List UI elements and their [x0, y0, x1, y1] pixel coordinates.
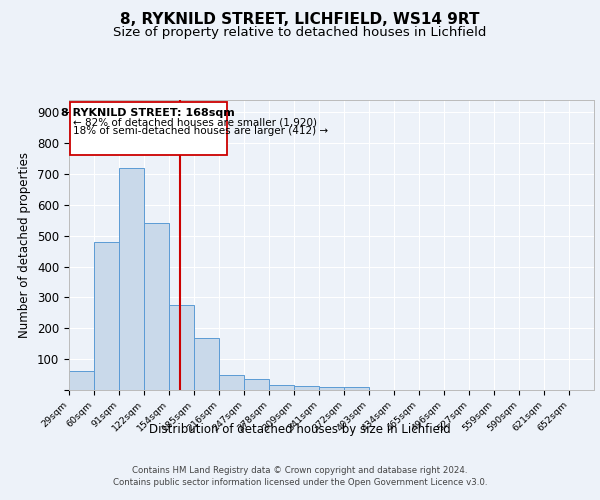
- Text: Contains HM Land Registry data © Crown copyright and database right 2024.: Contains HM Land Registry data © Crown c…: [132, 466, 468, 475]
- Bar: [344, 387, 369, 390]
- Bar: [244, 379, 269, 390]
- Y-axis label: Number of detached properties: Number of detached properties: [19, 152, 31, 338]
- Bar: [269, 385, 294, 390]
- Text: 8, RYKNILD STREET, LICHFIELD, WS14 9RT: 8, RYKNILD STREET, LICHFIELD, WS14 9RT: [120, 12, 480, 28]
- Text: Size of property relative to detached houses in Lichfield: Size of property relative to detached ho…: [113, 26, 487, 39]
- Bar: [194, 338, 219, 390]
- Bar: [144, 224, 169, 390]
- Bar: [94, 242, 119, 390]
- Bar: [319, 387, 344, 390]
- Text: 8 RYKNILD STREET: 168sqm: 8 RYKNILD STREET: 168sqm: [61, 108, 235, 118]
- Text: ← 82% of detached houses are smaller (1,920): ← 82% of detached houses are smaller (1,…: [73, 118, 317, 128]
- Text: 18% of semi-detached houses are larger (412) →: 18% of semi-detached houses are larger (…: [73, 126, 328, 136]
- FancyBboxPatch shape: [70, 102, 227, 155]
- Bar: [69, 372, 94, 390]
- Bar: [219, 375, 244, 390]
- Text: Contains public sector information licensed under the Open Government Licence v3: Contains public sector information licen…: [113, 478, 487, 487]
- Bar: [169, 305, 194, 390]
- Bar: [294, 386, 319, 390]
- Text: Distribution of detached houses by size in Lichfield: Distribution of detached houses by size …: [149, 422, 451, 436]
- Bar: [119, 168, 144, 390]
